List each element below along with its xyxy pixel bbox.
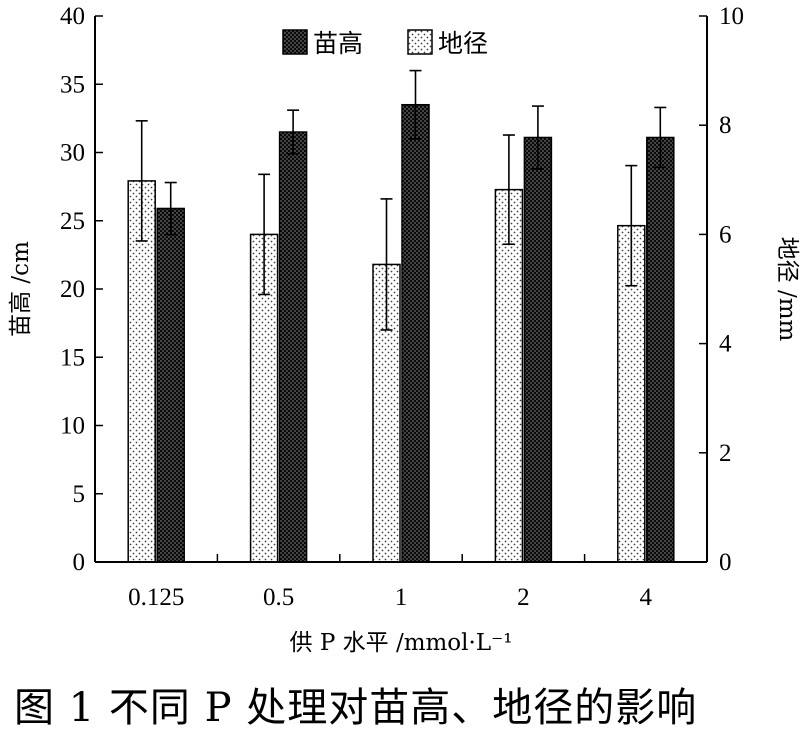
x-axis-title: 供 P 水平 /mmol·L⁻¹: [290, 630, 513, 656]
left-y-axis-title: 苗高 /cm: [8, 241, 34, 337]
left-tick-label: 40: [60, 3, 85, 30]
x-tick-label: 4: [640, 584, 653, 611]
legend-swatch-dark: [282, 29, 308, 55]
bar-dense-black-0.5: [278, 131, 308, 563]
figure: 0 5 10 15 20 25 30 35 40 0 2 4 6 8 10 0.125 0.5 1 2 4 苗高 …: [8, 3, 800, 656]
left-tick-label: 25: [60, 208, 85, 235]
left-tick-label: 0: [73, 549, 86, 576]
bar-dense-black-1: [401, 103, 430, 563]
plot-area: [127, 103, 675, 563]
left-tick-label: 15: [60, 344, 85, 371]
right-tick-label: 6: [719, 221, 732, 248]
right-tick-label: 2: [719, 440, 732, 467]
bar-dotted-4: [617, 224, 646, 563]
x-tick-label: 0.125: [128, 584, 184, 611]
bar-dotted-2: [494, 188, 524, 563]
x-tick-label: 0.5: [263, 584, 294, 611]
legend: 苗高 地径: [282, 29, 488, 58]
left-tick-label: 30: [60, 140, 85, 167]
right-tick-label: 10: [719, 3, 744, 30]
bar-dotted-0.125: [127, 180, 156, 563]
legend-label-dark: 苗高: [313, 29, 363, 58]
left-y-ticks: 0 5 10 15 20 25 30 35 40: [60, 3, 103, 576]
left-tick-label: 20: [60, 276, 85, 303]
left-tick-label: 35: [60, 71, 85, 98]
right-y-ticks: 0 2 4 6 8 10: [699, 3, 744, 576]
right-tick-label: 0: [719, 549, 732, 576]
x-tick-label: 2: [517, 584, 530, 611]
bar-dense-black-4: [646, 136, 675, 563]
left-tick-label: 10: [60, 413, 85, 440]
right-tick-label: 4: [719, 331, 732, 358]
figure-caption: 图 1 不同 P 处理对苗高、地径的影响: [14, 685, 698, 731]
legend-swatch-dotted: [407, 29, 433, 55]
bar-dense-black-0.125: [156, 207, 185, 563]
bar-dense-black-2: [523, 136, 553, 563]
right-tick-label: 8: [719, 112, 732, 139]
error-bars: [135, 69, 667, 331]
x-tick-label: 1: [395, 584, 408, 611]
x-ticks: 0.125 0.5 1 2 4: [128, 554, 653, 611]
right-y-axis-title: 地径 /mm: [774, 237, 800, 342]
legend-label-dotted: 地径: [438, 29, 488, 58]
left-tick-label: 5: [73, 481, 86, 508]
